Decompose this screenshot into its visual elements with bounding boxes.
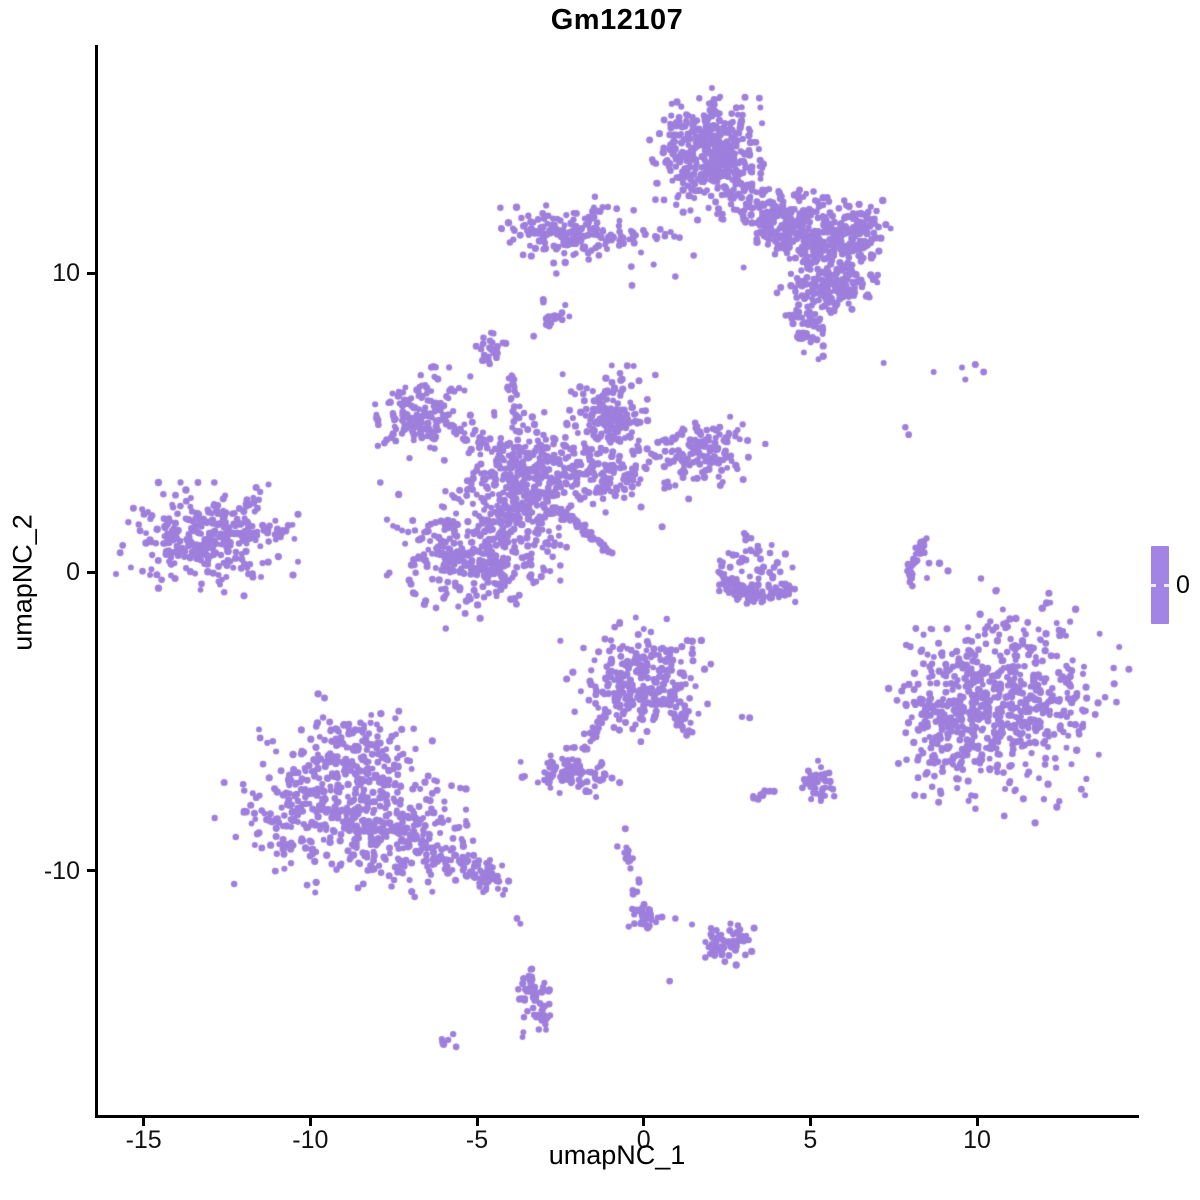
x-tick-label: -15 (125, 1126, 162, 1154)
x-tick-label: -10 (292, 1126, 329, 1154)
y-tick-label: 0 (66, 558, 80, 587)
chart-title: Gm12107 (550, 4, 684, 36)
x-tick-mark (308, 1118, 312, 1126)
x-tick-mark (808, 1118, 812, 1126)
x-tick-mark (975, 1118, 979, 1126)
legend-value-label: 0 (1176, 571, 1190, 599)
x-tick-mark (642, 1118, 646, 1126)
y-tick-mark (87, 570, 95, 574)
x-tick-mark (142, 1118, 146, 1126)
y-tick-mark (87, 271, 95, 275)
x-axis-title: umapNC_1 (548, 1140, 686, 1170)
x-tick-label: 0 (636, 1126, 651, 1154)
legend-colorbar (1151, 546, 1169, 624)
legend-tick-mark (1164, 584, 1169, 587)
x-tick-label: -5 (465, 1126, 489, 1154)
x-axis-line (95, 1115, 1139, 1118)
y-axis-line (95, 45, 98, 1118)
y-tick-label: -10 (43, 856, 80, 885)
legend-tick-mark (1151, 584, 1156, 587)
y-tick-mark (87, 869, 95, 873)
y-axis-title: umapNC_2 (7, 514, 38, 651)
y-tick-label: 10 (52, 259, 80, 288)
x-tick-label: 10 (963, 1126, 991, 1154)
x-tick-mark (475, 1118, 479, 1126)
x-tick-label: 5 (803, 1126, 818, 1154)
